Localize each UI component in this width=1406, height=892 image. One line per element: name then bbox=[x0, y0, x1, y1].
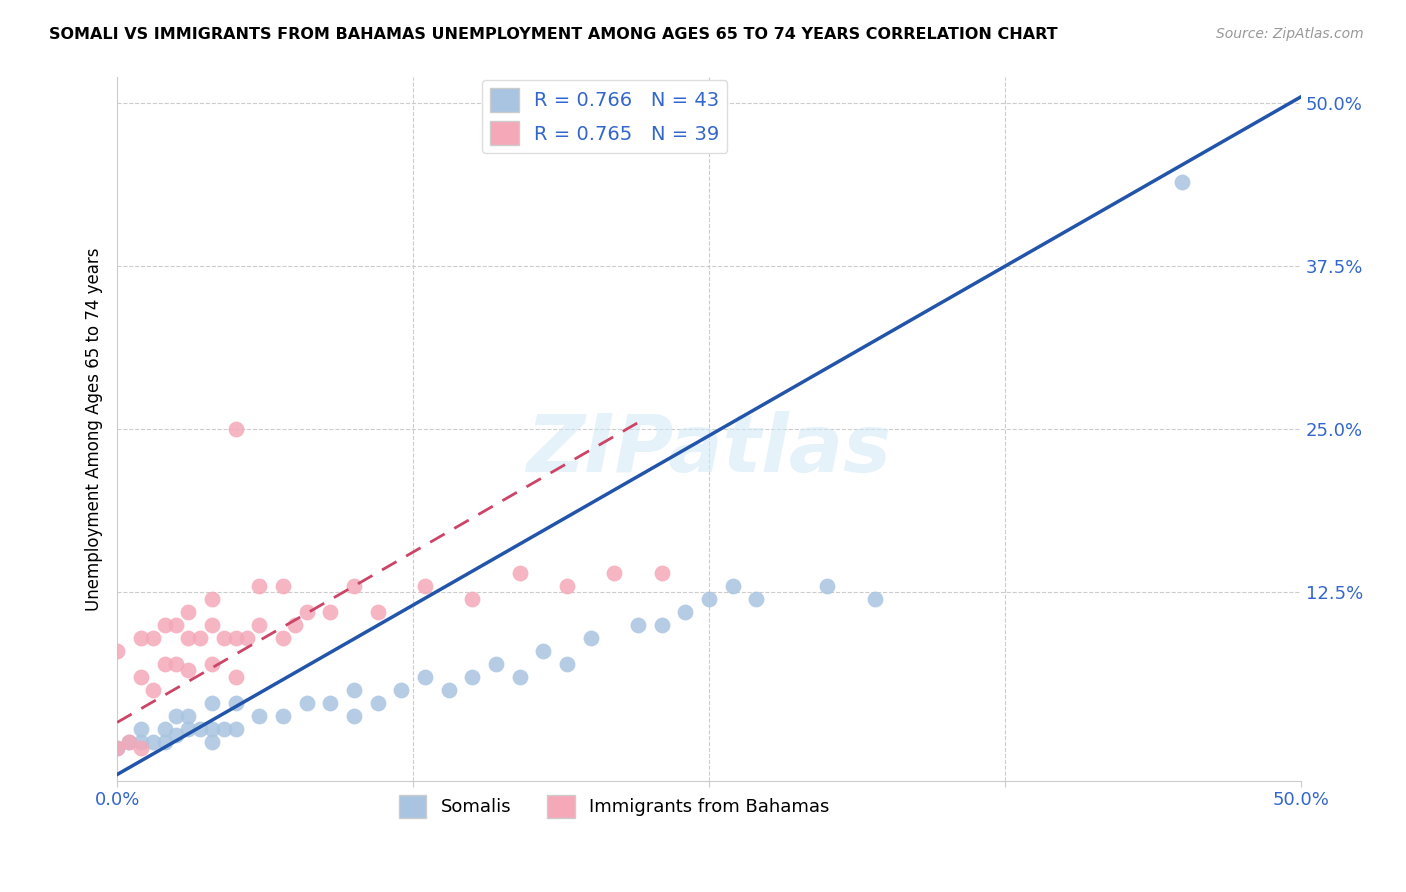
Point bbox=[271, 631, 294, 645]
Point bbox=[153, 735, 176, 749]
Point bbox=[142, 631, 165, 645]
Point bbox=[129, 741, 152, 756]
Point bbox=[177, 709, 200, 723]
Point bbox=[485, 657, 508, 671]
Point bbox=[201, 617, 224, 632]
Point bbox=[651, 617, 673, 632]
Point bbox=[247, 617, 270, 632]
Point bbox=[212, 722, 235, 736]
Point bbox=[343, 682, 366, 697]
Point bbox=[389, 682, 412, 697]
Point bbox=[129, 735, 152, 749]
Point bbox=[555, 657, 578, 671]
Point bbox=[118, 735, 141, 749]
Point bbox=[673, 605, 696, 619]
Point bbox=[153, 657, 176, 671]
Point bbox=[129, 631, 152, 645]
Point bbox=[271, 709, 294, 723]
Point bbox=[247, 578, 270, 592]
Point bbox=[343, 709, 366, 723]
Point bbox=[142, 682, 165, 697]
Y-axis label: Unemployment Among Ages 65 to 74 years: Unemployment Among Ages 65 to 74 years bbox=[86, 247, 103, 611]
Point bbox=[105, 741, 128, 756]
Point bbox=[177, 663, 200, 677]
Point bbox=[745, 591, 768, 606]
Point bbox=[153, 617, 176, 632]
Point bbox=[271, 578, 294, 592]
Point bbox=[165, 617, 187, 632]
Point bbox=[105, 643, 128, 657]
Point bbox=[863, 591, 886, 606]
Point bbox=[225, 422, 247, 436]
Point bbox=[343, 578, 366, 592]
Point bbox=[367, 696, 389, 710]
Point bbox=[579, 631, 602, 645]
Point bbox=[531, 643, 554, 657]
Point bbox=[555, 578, 578, 592]
Point bbox=[603, 566, 626, 580]
Point bbox=[367, 605, 389, 619]
Point bbox=[295, 605, 318, 619]
Legend: Somalis, Immigrants from Bahamas: Somalis, Immigrants from Bahamas bbox=[392, 789, 837, 825]
Point bbox=[188, 722, 211, 736]
Point bbox=[697, 591, 720, 606]
Point bbox=[153, 722, 176, 736]
Point bbox=[142, 735, 165, 749]
Point bbox=[105, 741, 128, 756]
Point bbox=[509, 670, 531, 684]
Point bbox=[165, 657, 187, 671]
Point bbox=[461, 591, 484, 606]
Point bbox=[461, 670, 484, 684]
Point bbox=[1171, 175, 1194, 189]
Point bbox=[201, 735, 224, 749]
Point bbox=[815, 578, 838, 592]
Point bbox=[177, 631, 200, 645]
Point bbox=[177, 605, 200, 619]
Point bbox=[295, 696, 318, 710]
Point bbox=[225, 696, 247, 710]
Point bbox=[437, 682, 460, 697]
Point bbox=[509, 566, 531, 580]
Point bbox=[225, 631, 247, 645]
Point bbox=[225, 722, 247, 736]
Point bbox=[201, 696, 224, 710]
Point bbox=[319, 696, 342, 710]
Point bbox=[201, 657, 224, 671]
Point bbox=[247, 709, 270, 723]
Point bbox=[284, 617, 307, 632]
Point bbox=[413, 670, 436, 684]
Point bbox=[319, 605, 342, 619]
Point bbox=[129, 722, 152, 736]
Point bbox=[651, 566, 673, 580]
Point bbox=[188, 631, 211, 645]
Text: Source: ZipAtlas.com: Source: ZipAtlas.com bbox=[1216, 27, 1364, 41]
Point bbox=[177, 722, 200, 736]
Point bbox=[165, 728, 187, 742]
Point bbox=[413, 578, 436, 592]
Text: ZIPatlas: ZIPatlas bbox=[526, 411, 891, 490]
Point bbox=[201, 591, 224, 606]
Text: SOMALI VS IMMIGRANTS FROM BAHAMAS UNEMPLOYMENT AMONG AGES 65 TO 74 YEARS CORRELA: SOMALI VS IMMIGRANTS FROM BAHAMAS UNEMPL… bbox=[49, 27, 1057, 42]
Point bbox=[236, 631, 259, 645]
Point bbox=[212, 631, 235, 645]
Point bbox=[201, 722, 224, 736]
Point bbox=[165, 709, 187, 723]
Point bbox=[225, 670, 247, 684]
Point bbox=[627, 617, 650, 632]
Point bbox=[721, 578, 744, 592]
Point bbox=[129, 670, 152, 684]
Point bbox=[118, 735, 141, 749]
